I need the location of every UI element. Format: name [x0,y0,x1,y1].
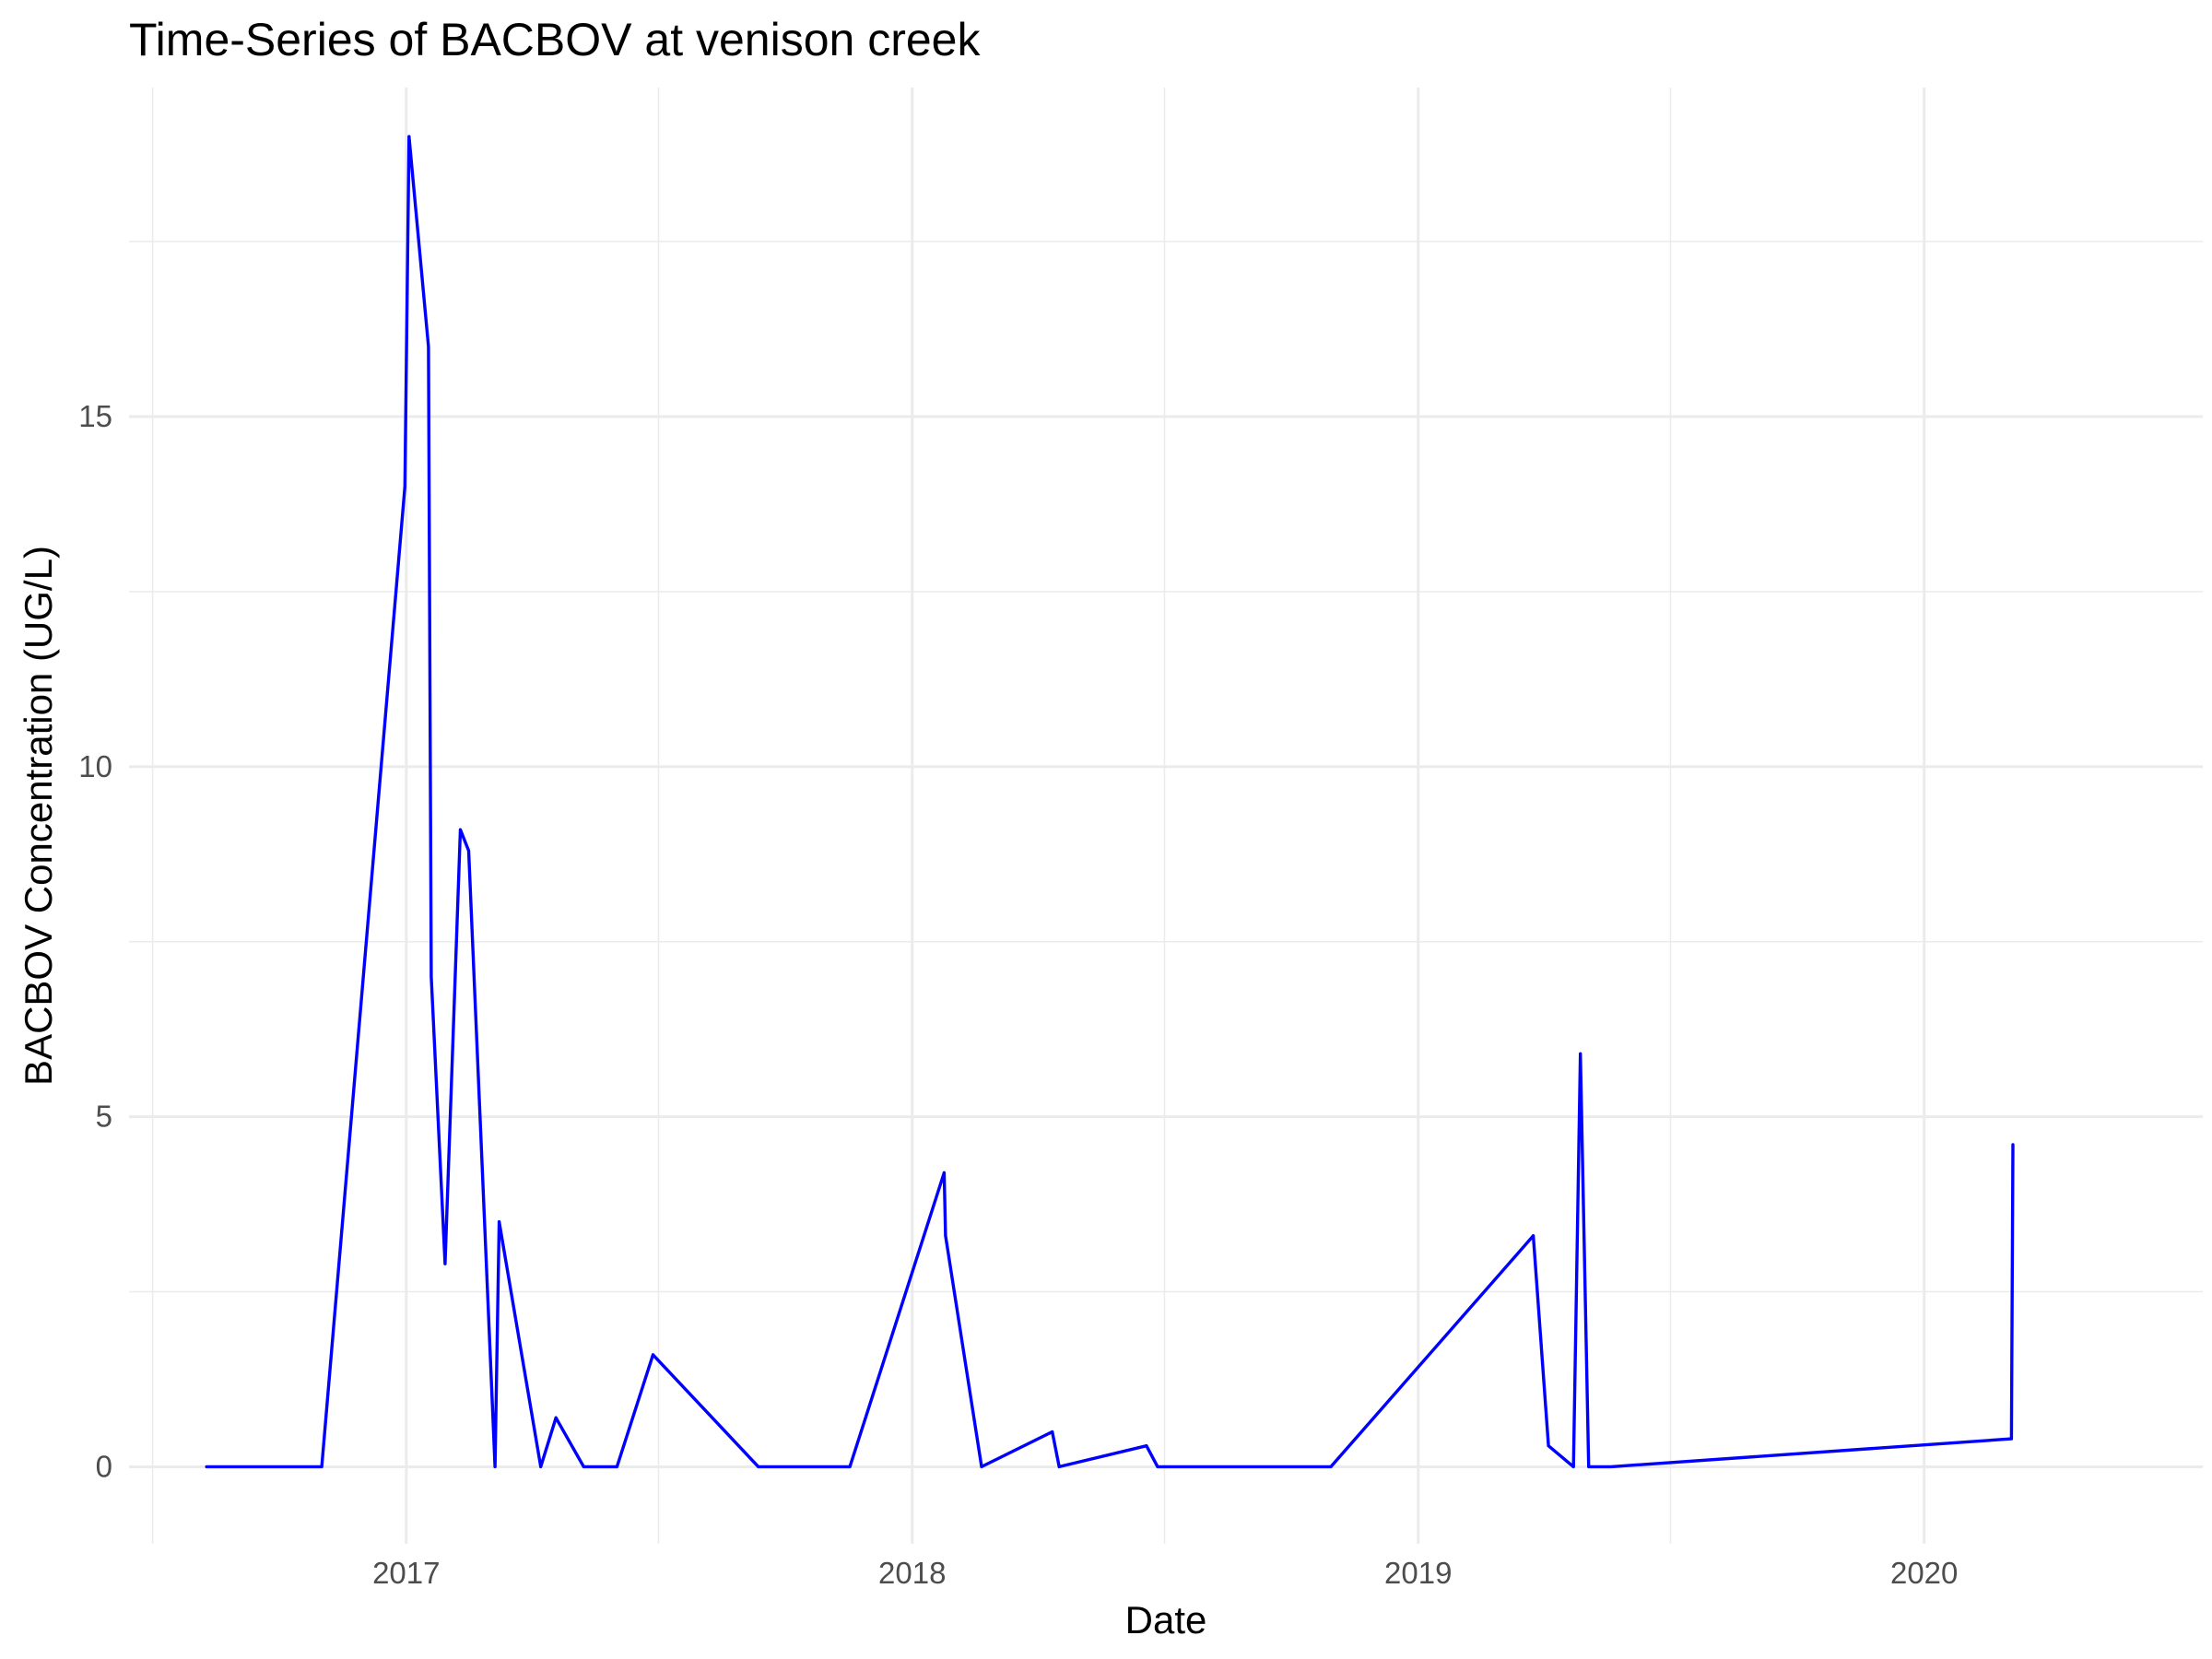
data-point [582,1465,585,1468]
x-axis-ticks: 2017 2018 2019 2020 [372,1556,1958,1590]
data-point [1547,1444,1550,1448]
data-point [443,1262,447,1265]
data-point [1051,1430,1054,1433]
data-point [320,1465,324,1468]
grid-lines [129,88,2203,1544]
data-point [1532,1234,1535,1238]
x-tick-label: 2018 [878,1556,946,1590]
y-axis-title: BACBOV Concentration (UG/L) [17,546,60,1086]
data-point [1057,1465,1061,1468]
data-point [1145,1444,1148,1448]
x-tick-label: 2019 [1384,1556,1452,1590]
data-point [205,1465,208,1468]
x-axis-title: Date [1125,1598,1207,1641]
series-line [205,135,2015,1469]
data-point [403,485,406,488]
data-point [1329,1465,1333,1468]
data-point [942,1171,946,1174]
chart-title: Time-Series of BACBOV at venison creek [129,14,981,65]
data-point [1156,1465,1159,1468]
y-tick-label: 5 [96,1100,112,1134]
data-point [466,849,470,853]
data-point [1571,1465,1575,1468]
x-tick-label: 2020 [1890,1556,1958,1590]
data-point [498,1220,501,1224]
data-point [848,1465,852,1468]
data-point [458,828,462,831]
data-point [1587,1465,1591,1468]
y-tick-label: 0 [96,1449,112,1483]
plot-panel [129,88,2203,1544]
data-point [2009,1437,2013,1441]
data-point [652,1353,655,1357]
data-point [1609,1465,1613,1468]
data-point [944,1234,947,1238]
data-point [554,1416,558,1419]
data-point [615,1465,618,1468]
data-point [539,1465,543,1468]
series-layer [205,135,2015,1469]
data-point [493,1465,497,1468]
data-point [427,345,430,348]
y-axis-ticks: 0 5 10 15 [78,399,112,1483]
y-tick-label: 15 [78,399,112,433]
data-point [1579,1052,1583,1055]
data-point [429,975,433,979]
data-point [980,1465,983,1468]
data-point [2011,1143,2015,1147]
y-tick-label: 10 [78,749,112,783]
data-point [757,1465,760,1468]
data-point [407,135,411,138]
x-tick-label: 2017 [372,1556,440,1590]
